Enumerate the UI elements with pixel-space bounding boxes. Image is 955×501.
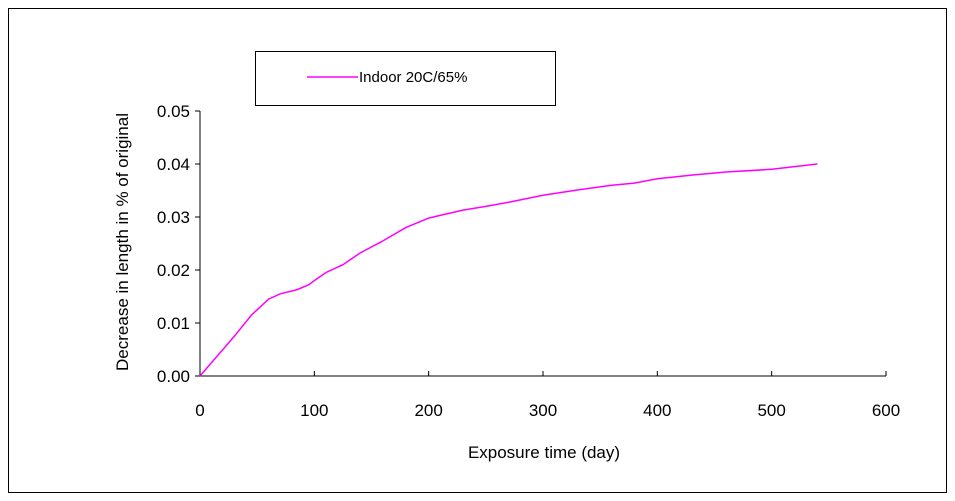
x-tick-label: 100: [300, 401, 328, 420]
legend: Indoor 20C/65%: [255, 51, 556, 106]
x-tick-label: 0: [195, 401, 204, 420]
x-tick-label: 300: [529, 401, 557, 420]
y-tick-label: 0.04: [157, 155, 190, 174]
legend-label: Indoor 20C/65%: [359, 69, 467, 86]
series-layer: [199, 163, 818, 377]
x-tick-label: 200: [414, 401, 442, 420]
x-tick-label: 400: [643, 401, 671, 420]
y-tick-label: 0.00: [157, 367, 190, 386]
legend-box: [255, 51, 556, 106]
x-tick-label: 600: [872, 401, 900, 420]
y-axis-ticks: 0.00 0.01 0.02 0.03 0.04 0.05: [157, 102, 200, 386]
x-tick-label: 500: [757, 401, 785, 420]
x-axis-ticks: 0 100 200 300 400 500 600: [195, 371, 900, 420]
y-tick-label: 0.05: [157, 102, 190, 121]
x-axis-title: Exposure time (day): [468, 443, 620, 462]
y-axis-title: Decrease in length in % of original: [113, 113, 132, 371]
y-tick-label: 0.03: [157, 208, 190, 227]
series-line: [199, 163, 818, 377]
y-tick-label: 0.01: [157, 314, 190, 333]
y-tick-label: 0.02: [157, 261, 190, 280]
